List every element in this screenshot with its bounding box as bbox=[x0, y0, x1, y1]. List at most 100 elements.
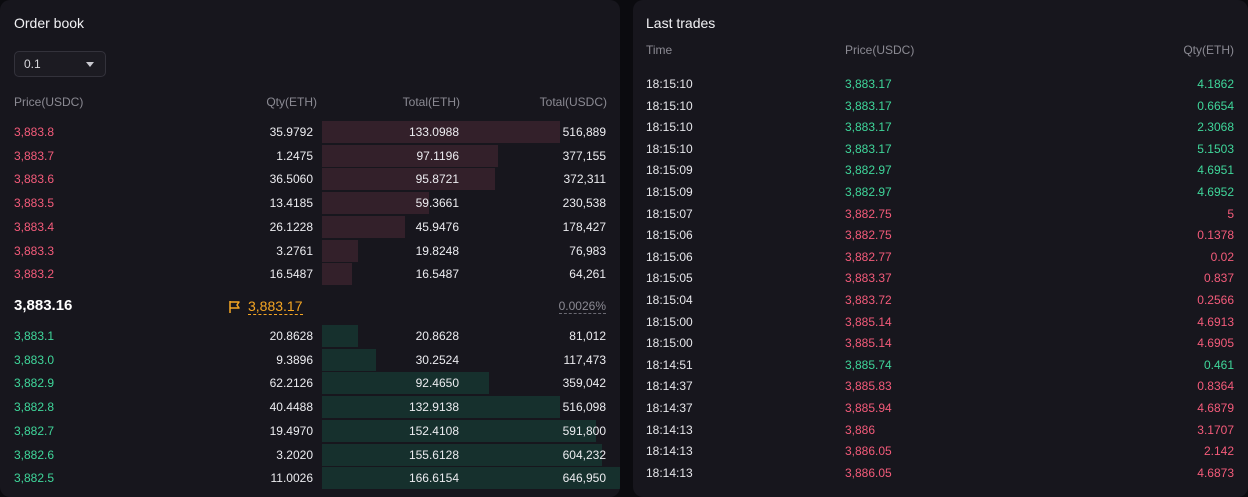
ask-row[interactable]: 3,883.8 35.9792 133.0988 516,889 bbox=[0, 121, 620, 143]
trade-price: 3,883.17 bbox=[845, 141, 892, 156]
trade-row: 18:14:37 3,885.83 0.8364 bbox=[633, 375, 1248, 397]
trade-price: 3,882.97 bbox=[845, 163, 892, 178]
trade-row: 18:14:13 3,886 3.1707 bbox=[633, 419, 1248, 441]
ask-total: 95.8721 bbox=[415, 172, 459, 187]
trade-row: 18:15:00 3,885.14 4.6905 bbox=[633, 332, 1248, 354]
bid-total: 20.8628 bbox=[415, 329, 459, 343]
bid-row[interactable]: 3,882.9 62.2126 92.4650 359,042 bbox=[0, 372, 620, 395]
trade-time: 18:14:13 bbox=[646, 465, 693, 480]
trade-time: 18:14:37 bbox=[646, 379, 693, 394]
header-total: Total(ETH) bbox=[402, 95, 460, 109]
trade-qty: 0.837 bbox=[1203, 271, 1234, 286]
bid-depth-bar bbox=[322, 325, 358, 347]
trade-price: 3,883.72 bbox=[845, 293, 892, 307]
ask-row[interactable]: 3,883.3 3.2761 19.8248 76,983 bbox=[0, 239, 620, 262]
ask-row[interactable]: 3,883.2 16.5487 16.5487 64,261 bbox=[0, 263, 620, 286]
ask-qty: 13.4185 bbox=[269, 196, 313, 211]
trade-row: 18:14:13 3,886.05 2.142 bbox=[633, 440, 1248, 462]
ask-total: 97.1196 bbox=[416, 148, 460, 163]
trade-row: 18:15:06 3,882.75 0.1378 bbox=[633, 224, 1248, 246]
ask-total-usdc: 377,155 bbox=[562, 148, 606, 163]
trade-row: 18:15:07 3,882.75 5 bbox=[633, 203, 1248, 225]
bid-qty: 20.8628 bbox=[269, 329, 313, 343]
trade-price: 3,882.97 bbox=[845, 185, 892, 199]
trade-qty: 0.1378 bbox=[1197, 228, 1234, 243]
ask-total: 59.3661 bbox=[415, 196, 459, 211]
bid-price: 3,882.7 bbox=[14, 423, 55, 438]
trade-price: 3,886.05 bbox=[845, 465, 892, 480]
bid-total-usdc: 359,042 bbox=[562, 376, 606, 391]
ask-total: 19.8248 bbox=[415, 243, 459, 258]
ask-total-usdc: 76,983 bbox=[569, 243, 606, 258]
trade-row: 18:15:10 3,883.17 0.6654 bbox=[633, 95, 1248, 117]
trade-time: 18:15:10 bbox=[646, 98, 693, 113]
bid-qty: 11.0026 bbox=[270, 471, 314, 486]
trade-price: 3,885.83 bbox=[845, 379, 892, 394]
ask-row[interactable]: 3,883.4 26.1228 45.9476 178,427 bbox=[0, 215, 620, 238]
ask-qty: 16.5487 bbox=[269, 267, 313, 282]
bid-depth-bar bbox=[322, 443, 603, 466]
ask-total-usdc: 64,261 bbox=[569, 267, 606, 282]
ask-qty: 3.2761 bbox=[276, 243, 313, 258]
order-book-title: Order book bbox=[14, 15, 85, 31]
bid-row[interactable]: 3,882.8 40.4488 132.9138 516,098 bbox=[0, 396, 620, 419]
trade-time: 18:14:13 bbox=[646, 444, 693, 459]
trade-time: 18:14:51 bbox=[646, 357, 693, 372]
trade-price: 3,885.74 bbox=[845, 357, 892, 372]
bid-row[interactable]: 3,882.7 19.4970 152.4108 591,800 bbox=[0, 419, 620, 442]
trade-price: 3,883.17 bbox=[845, 98, 892, 113]
bid-qty: 19.4970 bbox=[269, 423, 313, 438]
trade-row: 18:15:09 3,882.97 4.6951 bbox=[633, 159, 1248, 181]
trade-qty: 0.02 bbox=[1210, 249, 1234, 264]
bid-row[interactable]: 3,883.0 9.3896 30.2524 117,473 bbox=[0, 348, 620, 371]
header-total-usdc: Total(USDC) bbox=[539, 95, 607, 109]
precision-select[interactable]: 0.1 bbox=[14, 51, 106, 77]
mid-price-row: 3,883.16 3,883.17 0.0026% bbox=[0, 294, 620, 320]
bid-price: 3,882.8 bbox=[14, 400, 55, 415]
bid-row[interactable]: 3,882.6 3.2020 155.6128 604,232 bbox=[0, 443, 620, 466]
ask-total-usdc: 230,538 bbox=[562, 196, 606, 211]
trade-time: 18:15:05 bbox=[646, 271, 693, 286]
bid-qty: 62.2126 bbox=[269, 376, 313, 391]
trade-qty: 0.2566 bbox=[1197, 293, 1234, 307]
mark-price-group[interactable]: 3,883.17 bbox=[228, 298, 303, 315]
trade-time: 18:15:06 bbox=[646, 228, 693, 243]
bid-total-usdc: 81,012 bbox=[569, 329, 606, 343]
trade-qty: 4.6873 bbox=[1197, 465, 1234, 480]
bid-qty: 3.2020 bbox=[276, 447, 313, 462]
bid-row[interactable]: 3,882.5 11.0026 166.6154 646,950 bbox=[0, 467, 620, 490]
bid-price: 3,882.6 bbox=[14, 447, 55, 462]
bid-price: 3,882.9 bbox=[14, 376, 55, 391]
ask-price: 3,883.5 bbox=[14, 196, 55, 211]
trade-price: 3,886 bbox=[845, 422, 876, 437]
bid-total-usdc: 516,098 bbox=[562, 400, 606, 415]
trade-time: 18:15:10 bbox=[646, 77, 693, 91]
ask-row[interactable]: 3,883.6 36.5060 95.8721 372,311 bbox=[0, 168, 620, 191]
trade-row: 18:15:09 3,882.97 4.6952 bbox=[633, 181, 1248, 203]
ask-total-usdc: 372,311 bbox=[563, 172, 607, 187]
trade-row: 18:15:04 3,883.72 0.2566 bbox=[633, 289, 1248, 311]
chevron-down-icon bbox=[86, 62, 94, 67]
trade-price: 3,882.77 bbox=[845, 249, 892, 264]
trade-price: 3,885.14 bbox=[845, 314, 892, 329]
trade-row: 18:14:37 3,885.94 4.6879 bbox=[633, 397, 1248, 419]
trade-time: 18:15:10 bbox=[646, 141, 693, 156]
bid-total-usdc: 591,800 bbox=[562, 423, 606, 438]
bid-depth-bar bbox=[322, 419, 597, 442]
ask-row[interactable]: 3,883.7 1.2475 97.1196 377,155 bbox=[0, 144, 620, 167]
bid-depth-bar bbox=[322, 467, 620, 490]
header-trade-qty: Qty(ETH) bbox=[1183, 43, 1234, 57]
trade-time: 18:15:09 bbox=[646, 185, 693, 199]
ask-qty: 36.5060 bbox=[269, 172, 313, 187]
trade-row: 18:14:51 3,885.74 0.461 bbox=[633, 354, 1248, 376]
ask-row[interactable]: 3,883.5 13.4185 59.3661 230,538 bbox=[0, 192, 620, 215]
bid-row[interactable]: 3,883.1 20.8628 20.8628 81,012 bbox=[0, 325, 620, 347]
trade-time: 18:15:04 bbox=[646, 293, 693, 307]
trade-qty: 4.1862 bbox=[1197, 77, 1234, 91]
ask-price: 3,883.2 bbox=[14, 267, 55, 282]
ask-qty: 35.9792 bbox=[269, 125, 313, 139]
trade-time: 18:15:07 bbox=[646, 206, 693, 221]
flag-icon bbox=[229, 300, 240, 313]
last-trades-title: Last trades bbox=[646, 15, 716, 31]
ask-qty: 26.1228 bbox=[269, 219, 313, 234]
